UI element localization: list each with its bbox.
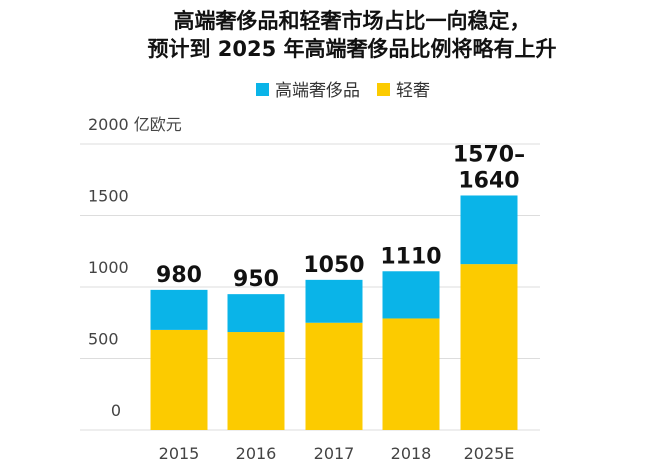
y-tick-label: 1000 [88, 258, 129, 277]
bar-segment-affordable-2016 [227, 332, 285, 430]
bar-segment-high-end-2015 [150, 289, 208, 330]
bar-segment-affordable-2015 [150, 329, 208, 430]
y-tick-label: 0 [111, 401, 121, 420]
y-tick-label: 500 [88, 330, 119, 349]
data-label: 1640 [458, 168, 519, 193]
bar-segment-affordable-2017 [305, 322, 363, 430]
bar-segment-affordable-2025E [460, 264, 518, 430]
y-tick-label: 1500 [88, 187, 129, 206]
legend-label-affordable: 轻奢 [396, 81, 430, 101]
legend-swatch-high-end [256, 83, 269, 96]
data-label: 1050 [303, 253, 364, 278]
x-tick-label: 2025E [464, 444, 515, 463]
data-label: 1570– [453, 142, 525, 167]
legend-swatch-affordable [377, 83, 390, 96]
y-tick-label: 2000 亿欧元 [88, 115, 182, 134]
x-tick-label: 2018 [391, 444, 432, 463]
x-tick-label: 2017 [314, 444, 355, 463]
data-label: 950 [233, 267, 279, 292]
data-label: 1110 [380, 244, 441, 269]
data-label: 980 [156, 263, 202, 288]
bar-segment-high-end-2025E [460, 195, 518, 265]
legend-label-high-end: 高端奢侈品 [275, 81, 360, 101]
bar-segment-high-end-2016 [227, 294, 285, 333]
legend: 高端奢侈品 轻奢 [256, 81, 430, 101]
bar-segment-high-end-2017 [305, 279, 363, 323]
bar-segment-affordable-2018 [382, 318, 440, 430]
x-tick-label: 2016 [236, 444, 277, 463]
bar-segment-high-end-2018 [382, 271, 440, 319]
chart-title-line-2: 预计到 2025 年高端奢侈品比例将略有上升 [147, 37, 556, 61]
x-tick-label: 2015 [159, 444, 200, 463]
chart-title-line-1: 高端奢侈品和轻奢市场占比一向稳定， [174, 9, 531, 33]
